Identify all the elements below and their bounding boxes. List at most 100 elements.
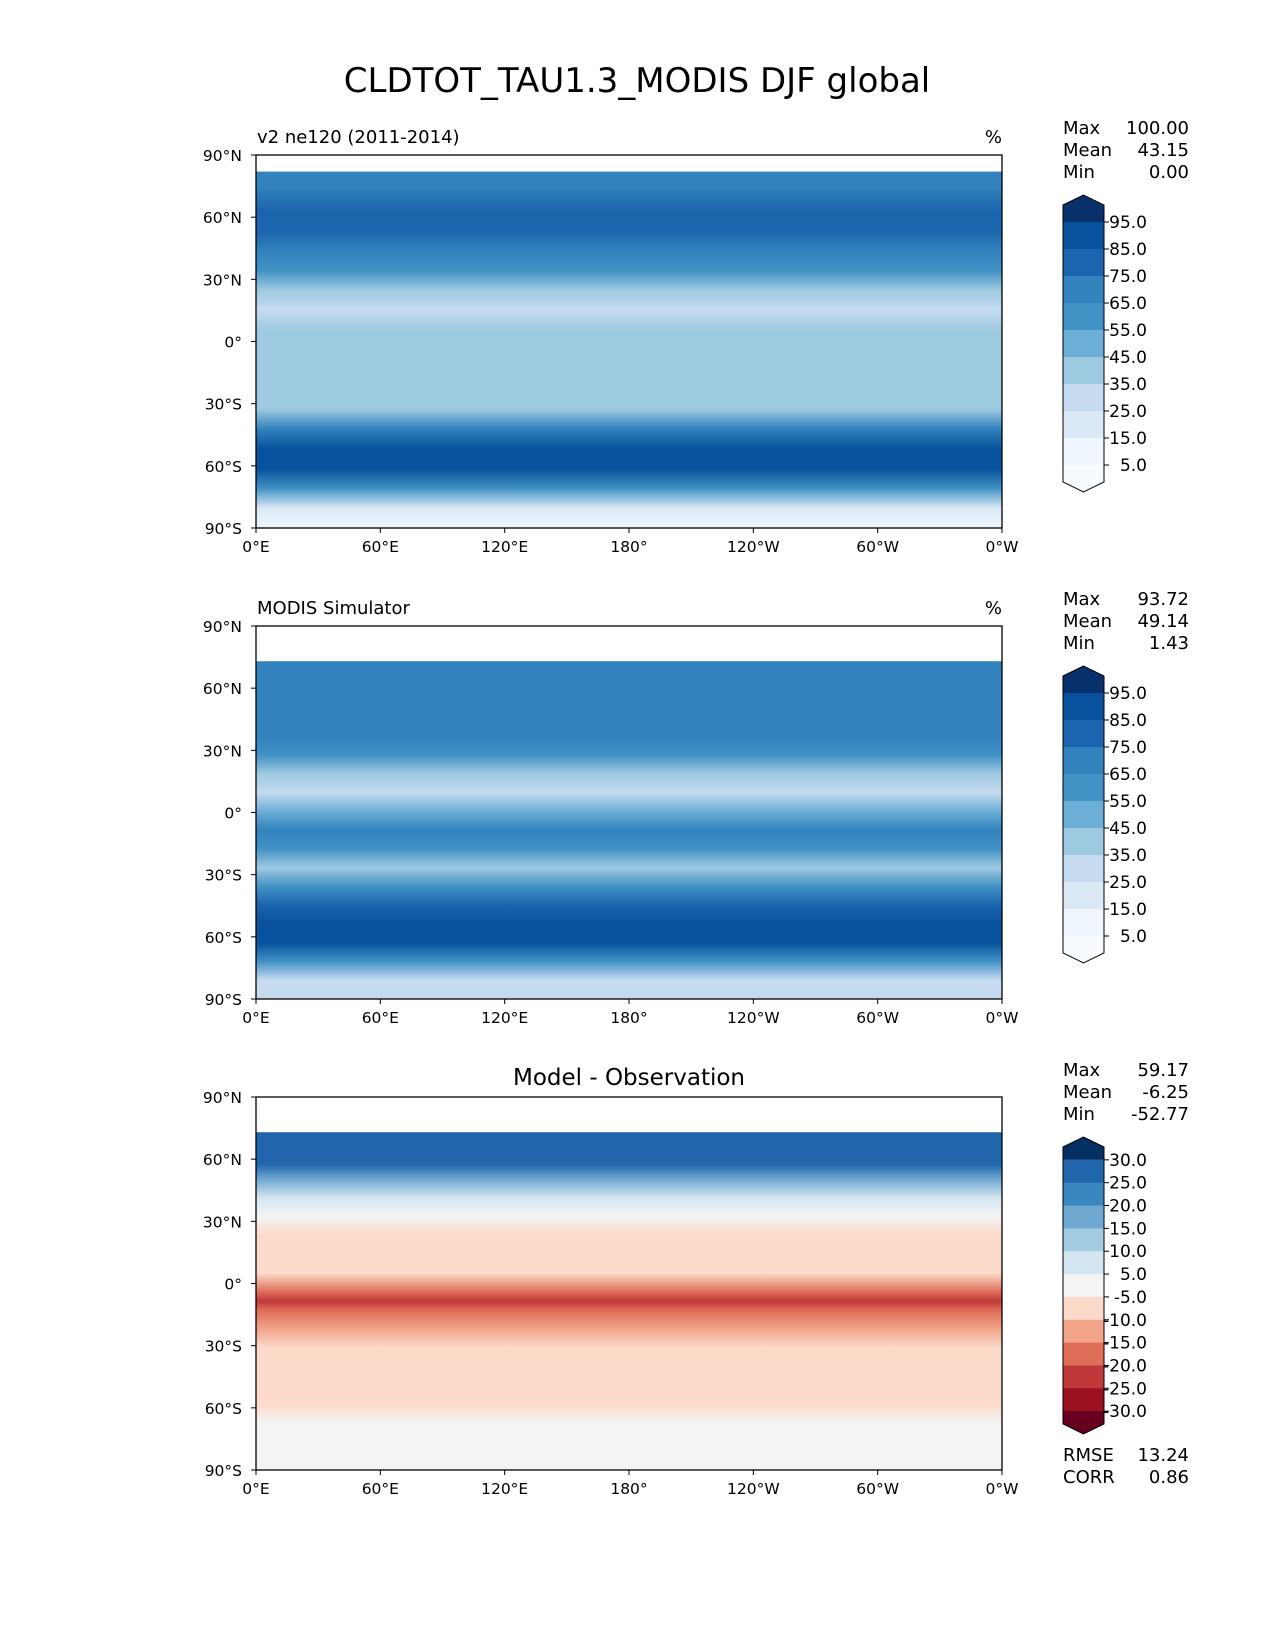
colorbar-label: 5.0	[1120, 456, 1147, 476]
colorbar-label: 5.0	[1120, 927, 1147, 947]
panel-center-title: Model - Observation	[513, 1065, 745, 1091]
y-tick-label: 90°N	[203, 1089, 242, 1107]
y-tick-label: 30°S	[205, 867, 242, 885]
colorbar-segment	[1063, 357, 1104, 385]
colorbar-segment	[1063, 438, 1104, 466]
colorbar-outline	[1062, 665, 1105, 964]
x-tick-label: 60°W	[856, 1009, 899, 1027]
stat-value: 100.00	[1126, 118, 1189, 139]
x-tick-label: 60°W	[856, 538, 899, 556]
colorbar-segment	[1063, 666, 1104, 693]
stat-label: Min	[1063, 162, 1095, 183]
colorbar: 30.0 25.0 20.015.0 10.0 5.0 -5.0 -10.0 -15.0-20…	[1062, 1136, 1147, 1435]
colorbar-label: 25.0	[1109, 873, 1147, 893]
colorbar-label: 35.0	[1109, 375, 1147, 395]
colorbar-segment	[1063, 1274, 1104, 1298]
colorbar-label: -10.0	[1103, 1311, 1147, 1331]
colorbar-label: 20.0	[1109, 1197, 1147, 1217]
colorbar-label: 35.0	[1109, 846, 1147, 866]
x-tick-label: 120°E	[481, 1009, 528, 1027]
colorbar-segment	[1063, 1342, 1104, 1366]
colorbar-segment	[1063, 411, 1104, 439]
y-tick-label: 30°N	[203, 742, 242, 760]
colorbar-segment	[1063, 882, 1104, 910]
map-field	[256, 1132, 1002, 1470]
panel-model: v2 ne120 (2011-2014) % 90°N 60°N 30°N 0° 30°S 6…	[203, 118, 1189, 556]
colorbar-segment	[1063, 276, 1104, 304]
colorbar-label: 15.0	[1109, 900, 1147, 920]
stat-label: Mean	[1063, 1082, 1112, 1103]
colorbar-segment	[1063, 1365, 1104, 1389]
colorbar-label: 25.0	[1109, 1174, 1147, 1194]
panel-difference: Model - Observation 90°N 60°N 30°N 0° 30°S 60°…	[203, 1060, 1189, 1498]
colorbar-label: 45.0	[1109, 348, 1147, 368]
colorbar: 95.0 85.0 75.0 65.0 55.0 45.0 35.0 25.0 15.0 5.0	[1062, 194, 1147, 493]
stat-label: Mean	[1063, 611, 1112, 632]
x-tick-label: 120°E	[481, 538, 528, 556]
colorbar-segment	[1063, 1137, 1104, 1160]
y-tick-label: 90°S	[205, 991, 242, 1009]
colorbar-segment	[1063, 222, 1104, 250]
y-tick-label: 30°S	[205, 396, 242, 414]
x-tick-label: 120°E	[481, 1480, 528, 1498]
colorbar-segment	[1063, 936, 1104, 963]
colorbar-label: 85.0	[1109, 711, 1147, 731]
stat-label: Max	[1063, 589, 1101, 610]
colorbar-label: -25.0	[1103, 1379, 1147, 1399]
y-tick-label: 60°N	[203, 209, 242, 227]
x-tick-label: 60°W	[856, 1480, 899, 1498]
colorbar-label: 75.0	[1109, 267, 1147, 287]
colorbar-label: 10.0	[1109, 1242, 1147, 1262]
colorbar-segment	[1063, 384, 1104, 412]
panel-observation: MODIS Simulator % 90°N 60°N 30°N 0° 30°S 60°S 90…	[203, 589, 1189, 1027]
extra-stat-label: RMSE	[1063, 1445, 1114, 1466]
panel-units: %	[985, 127, 1002, 148]
y-tick-label: 30°N	[203, 1213, 242, 1231]
colorbar-label: 15.0	[1109, 429, 1147, 449]
colorbar-outline	[1062, 194, 1105, 493]
stat-label: Min	[1063, 1104, 1095, 1125]
colorbar-outline	[1062, 1136, 1105, 1435]
colorbar-label: 65.0	[1109, 294, 1147, 314]
map-field	[256, 661, 1002, 999]
x-tick-label: 60°E	[362, 1480, 399, 1498]
colorbar-label: 55.0	[1109, 321, 1147, 341]
stat-value: -6.25	[1142, 1082, 1189, 1103]
colorbar-segment	[1063, 801, 1104, 829]
colorbar-label: 75.0	[1109, 738, 1147, 758]
colorbar-segment	[1063, 1228, 1104, 1252]
colorbar-label: 55.0	[1109, 792, 1147, 812]
colorbar-segment	[1063, 855, 1104, 883]
colorbar-segment	[1063, 303, 1104, 331]
colorbar-segment	[1063, 747, 1104, 775]
stat-value: 43.15	[1137, 140, 1189, 161]
y-tick-label: 30°S	[205, 1338, 242, 1356]
x-tick-label: 0°E	[242, 1480, 269, 1498]
panel-left-title: v2 ne120 (2011-2014)	[257, 127, 460, 148]
colorbar-label: 15.0	[1109, 1219, 1147, 1239]
y-tick-label: 90°S	[205, 1462, 242, 1480]
colorbar-segment	[1063, 249, 1104, 277]
y-tick-label: 0°	[224, 1276, 242, 1294]
stat-label: Mean	[1063, 140, 1112, 161]
colorbar-label: 95.0	[1109, 684, 1147, 704]
stat-value: 59.17	[1137, 1060, 1189, 1081]
x-tick-label: 0°W	[986, 1009, 1019, 1027]
colorbar-segment	[1063, 1205, 1104, 1229]
colorbar-segment	[1063, 1182, 1104, 1207]
x-tick-label: 60°E	[362, 538, 399, 556]
extra-stat-value: 0.86	[1149, 1467, 1189, 1488]
x-tick-label: 180°	[610, 1009, 647, 1027]
colorbar-segment	[1063, 1319, 1104, 1344]
stat-label: Min	[1063, 633, 1095, 654]
map-field	[256, 171, 1002, 529]
x-tick-label: 120°W	[727, 1480, 780, 1498]
y-tick-label: 60°S	[205, 929, 242, 947]
y-tick-label: 60°N	[203, 1151, 242, 1169]
y-tick-label: 30°N	[203, 271, 242, 289]
y-tick-label: 60°N	[203, 680, 242, 698]
panel-left-title: MODIS Simulator	[257, 598, 410, 619]
colorbar-label: 95.0	[1109, 213, 1147, 233]
colorbar-segment	[1063, 465, 1104, 492]
